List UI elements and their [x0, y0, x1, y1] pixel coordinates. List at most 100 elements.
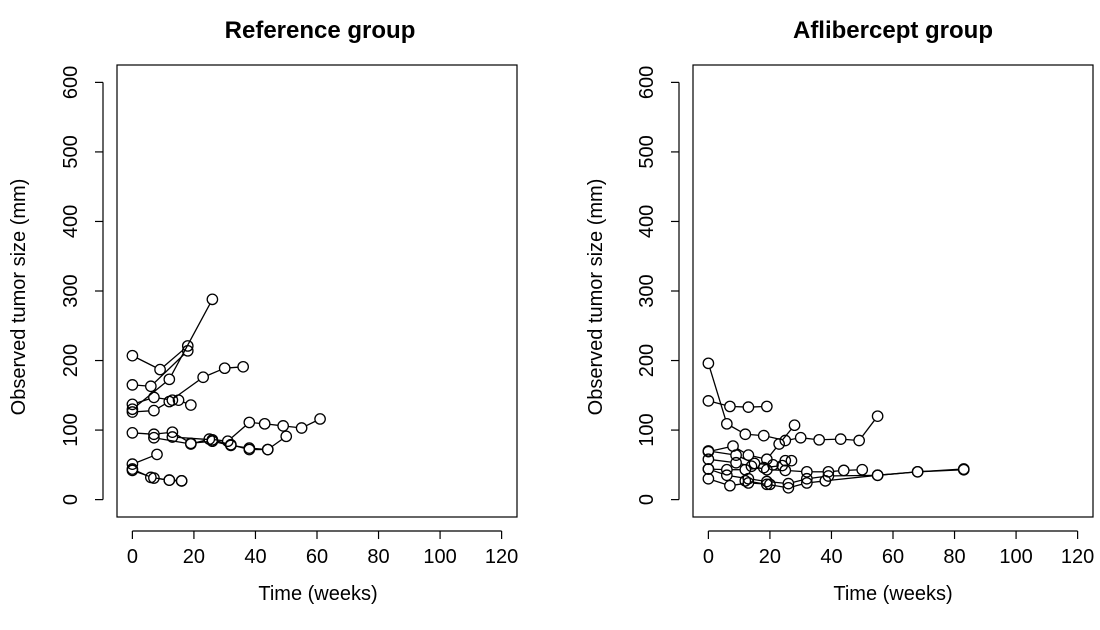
data-point: [144, 380, 157, 393]
y-tick-label: 400: [636, 205, 658, 238]
series-segment: [753, 478, 762, 482]
series-segment: [713, 446, 729, 452]
x-tick-label: 60: [882, 546, 904, 568]
series-segment: [731, 425, 742, 433]
data-point: [782, 481, 795, 494]
data-point: [813, 433, 826, 446]
series-segment: [793, 483, 802, 488]
series-group: [702, 357, 970, 494]
x-axis: 0 20 40 60 80 100 120: [127, 530, 518, 568]
data-point: [856, 463, 869, 476]
data-point: [314, 413, 326, 425]
series-segment: [158, 403, 166, 409]
series-segment: [861, 419, 875, 437]
y-tick-label: 100: [60, 413, 82, 446]
y-tick-label: 200: [636, 344, 658, 377]
data-point: [184, 399, 197, 411]
x-axis: 0 20 40 60 80 100 120: [703, 530, 1094, 568]
data-point: [794, 431, 807, 444]
series-7: [148, 413, 326, 450]
data-point: [197, 371, 210, 384]
data-point: [126, 406, 139, 418]
series-segment: [769, 447, 777, 456]
data-point: [800, 477, 813, 489]
data-point: [206, 293, 219, 306]
data-point: [126, 458, 139, 471]
series-segment: [793, 479, 802, 483]
plot-frame: [116, 64, 518, 518]
y-tick-label: 300: [60, 274, 82, 307]
data-point: [702, 463, 715, 475]
data-point: [166, 431, 179, 443]
series-segment: [805, 437, 815, 440]
data-point: [785, 454, 798, 467]
x-axis-label: Time (weeks): [258, 583, 377, 605]
y-tick-label: 0: [636, 494, 658, 505]
data-point: [739, 428, 752, 441]
data-point: [280, 430, 293, 443]
data-point: [853, 434, 866, 447]
data-point: [730, 449, 742, 461]
data-point: [184, 438, 197, 450]
series-segment: [790, 438, 796, 441]
y-tick-label: 0: [60, 494, 82, 505]
data-point: [757, 461, 770, 474]
y-tick-label: 100: [636, 413, 658, 446]
series-segment: [269, 423, 279, 426]
series-segment: [173, 379, 200, 400]
panel-2: Aflibercept group 0 20 40 60 80 100 120 Time (we…: [585, 17, 1094, 605]
series-6: [702, 459, 789, 476]
series-segment: [195, 439, 205, 444]
series-segment: [288, 425, 297, 429]
data-point: [730, 456, 742, 469]
data-point: [819, 474, 832, 487]
series-segment: [753, 455, 762, 459]
data-point: [126, 403, 139, 416]
data-point: [773, 438, 786, 450]
data-point: [243, 443, 256, 456]
series-3: [702, 419, 801, 466]
series-2: [126, 293, 219, 416]
series-segment: [713, 459, 731, 463]
data-point: [724, 400, 736, 413]
series-segment: [163, 348, 185, 367]
data-point: [800, 465, 813, 478]
series-segment: [781, 428, 792, 441]
series-segment: [137, 410, 149, 413]
data-point: [724, 479, 736, 492]
series-segment: [214, 439, 223, 442]
data-point: [148, 404, 160, 417]
series-segment: [713, 470, 723, 475]
series-segment: [790, 470, 802, 473]
series-segment: [154, 353, 185, 384]
series-segment: [713, 479, 726, 485]
data-point: [757, 429, 770, 442]
x-tick-label: 0: [703, 546, 714, 568]
series-segment: [811, 480, 821, 483]
data-point: [295, 422, 308, 434]
data-point: [243, 416, 256, 429]
data-point: [154, 363, 166, 376]
y-tick-label: 500: [636, 135, 658, 168]
series-segment: [737, 448, 745, 454]
data-point: [720, 463, 733, 476]
series-segment: [271, 438, 283, 448]
data-point: [788, 419, 801, 432]
data-point: [702, 453, 715, 466]
x-tick-label: 100: [423, 546, 456, 568]
y-tick-label: 400: [60, 205, 82, 238]
series-segment: [235, 445, 245, 449]
x-tick-label: 20: [759, 546, 781, 568]
data-point: [760, 400, 773, 413]
series-9: [739, 463, 970, 494]
data-point: [776, 459, 789, 472]
x-tick-label: 0: [127, 546, 138, 568]
series-segment: [882, 471, 913, 476]
data-point: [760, 478, 773, 491]
x-tick-label: 40: [244, 546, 266, 568]
data-point: [126, 464, 139, 477]
data-point: [151, 448, 163, 461]
x-tick-label: 80: [367, 546, 389, 568]
data-point: [181, 340, 194, 352]
y-tick-label: 300: [636, 274, 658, 307]
